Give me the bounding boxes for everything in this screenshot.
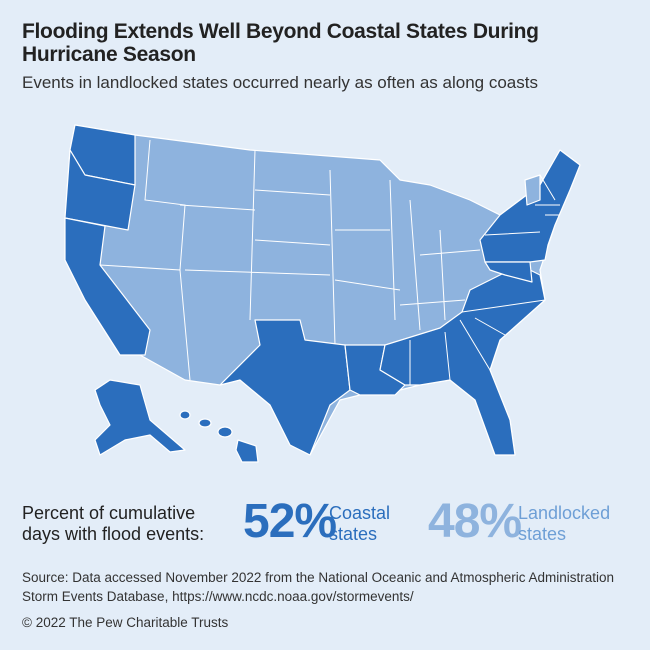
southeast-borders — [409, 299, 546, 385]
source: Source: Data accessed November 2022 from… — [22, 570, 615, 604]
state-california — [64, 217, 151, 356]
northeast-borders — [484, 174, 560, 236]
subtitle: Events in landlocked states occurred nea… — [22, 73, 538, 92]
landlocked-percent: 48% — [428, 495, 522, 548]
state-oregon — [64, 149, 136, 231]
state-alaska — [94, 379, 186, 456]
state-vermont — [524, 174, 541, 206]
state-hawaii — [179, 410, 259, 463]
state-texas — [219, 319, 351, 456]
summary-label: Percent of cumulative days with flood ev… — [22, 503, 205, 544]
southeast-states — [379, 264, 546, 456]
copyright: © 2022 The Pew Charitable Trusts — [22, 615, 229, 630]
title: Flooding Extends Well Beyond Coastal Sta… — [22, 20, 539, 66]
landlocked-label: Landlocked states — [518, 503, 611, 544]
northeast-states — [479, 149, 581, 263]
us-map — [64, 124, 581, 463]
coastal-label: Coastal states — [329, 503, 391, 544]
state-maryland-delaware — [484, 261, 533, 283]
coastal-percent: 52% — [243, 495, 337, 548]
